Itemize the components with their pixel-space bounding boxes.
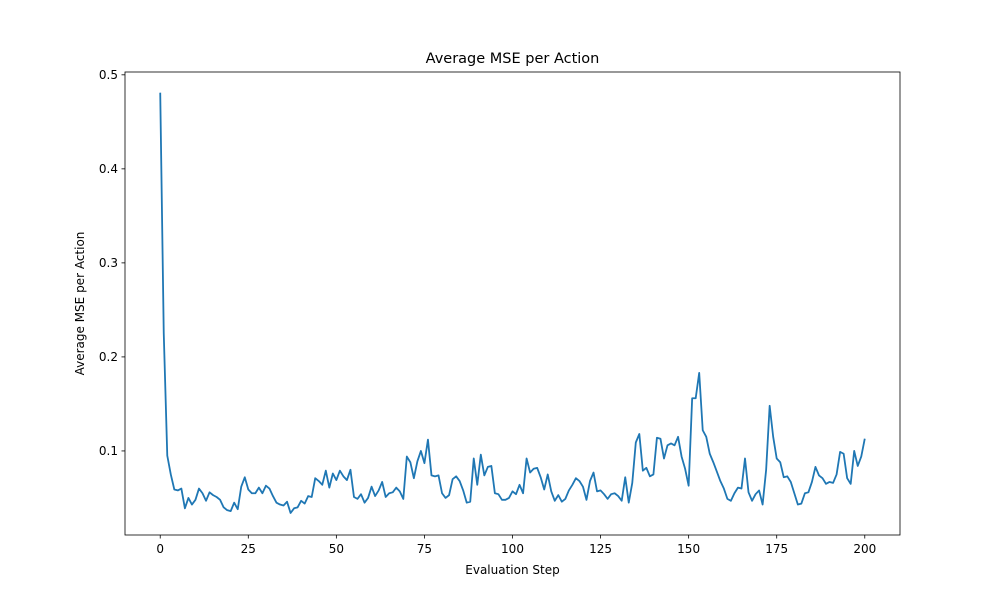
- x-tick-label: 25: [241, 542, 256, 556]
- y-tick-label: 0.5: [99, 68, 118, 82]
- x-tick-label: 100: [501, 542, 524, 556]
- x-tick-label: 125: [589, 542, 612, 556]
- x-tick-label: 150: [677, 542, 700, 556]
- x-tick-label: 0: [156, 542, 164, 556]
- x-axis-label: Evaluation Step: [465, 563, 559, 577]
- y-axis-label: Average MSE per Action: [73, 232, 87, 376]
- y-tick-label: 0.2: [99, 350, 118, 364]
- plot-frame: [124, 71, 901, 536]
- chart-title: Average MSE per Action: [426, 51, 600, 67]
- x-tick-label: 200: [853, 542, 876, 556]
- y-tick-label: 0.1: [99, 444, 118, 458]
- x-tick-label: 50: [329, 542, 344, 556]
- y-tick-label: 0.3: [99, 256, 118, 270]
- y-tick-label: 0.4: [99, 162, 118, 176]
- x-tick-label: 75: [417, 542, 432, 556]
- data-line: [159, 92, 866, 514]
- x-tick-label: 175: [765, 542, 788, 556]
